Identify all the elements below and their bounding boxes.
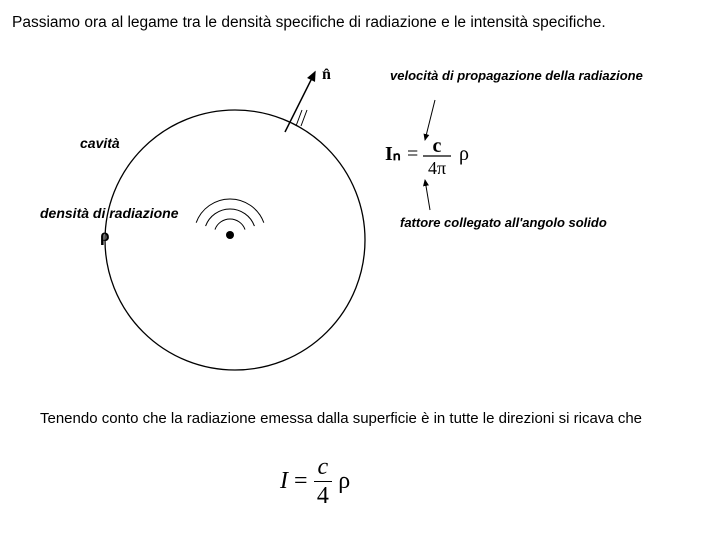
- final-equation: I = c 4 ρ: [280, 455, 350, 508]
- arrow-to-c-icon: [425, 100, 435, 140]
- intro-text: Passiamo ora al legame tra le densità sp…: [12, 14, 606, 32]
- label-solid-angle: fattore collegato all'angolo solido: [400, 215, 607, 230]
- source-dot-icon: [226, 231, 234, 239]
- arrow-to-4pi-icon: [425, 180, 430, 210]
- eq-rho-2: ρ: [338, 468, 350, 495]
- label-n-hat: n̂: [322, 66, 331, 84]
- radiation-source: [196, 199, 264, 239]
- source-arc-icon: [206, 209, 255, 226]
- eq-rho-symbol: ρ: [459, 143, 469, 165]
- eq-c-numerator-2: c: [314, 455, 333, 482]
- label-cavita: cavità: [80, 135, 120, 151]
- eq-equals-2: =: [294, 468, 308, 495]
- cavity-circle: [105, 110, 365, 370]
- eq-4-denominator: 4: [317, 482, 329, 508]
- label-rho-symbol: ρ: [100, 225, 110, 246]
- eq-fraction: c 4: [314, 455, 333, 508]
- closing-text: Tenendo conto che la radiazione emessa d…: [40, 410, 680, 429]
- label-propagation: velocità di propagazione della radiazion…: [390, 68, 643, 83]
- intensity-equation: Iₙ = c 4π ρ: [385, 135, 469, 178]
- n-hat-arrow: [285, 72, 315, 132]
- eq-In-symbol: Iₙ: [385, 143, 401, 165]
- eq-I-symbol: I: [280, 468, 288, 495]
- label-density: densità di radiazione: [40, 205, 178, 221]
- source-arc-icon: [215, 219, 245, 230]
- accent-lines-icon: [296, 110, 307, 126]
- eq-4pi-denominator: 4π: [428, 158, 446, 178]
- eq-c-numerator: c: [433, 135, 442, 157]
- diagram-area: Iₙ = c 4π ρ velocità di propagazione del…: [30, 60, 690, 390]
- eq-equals: =: [407, 143, 418, 165]
